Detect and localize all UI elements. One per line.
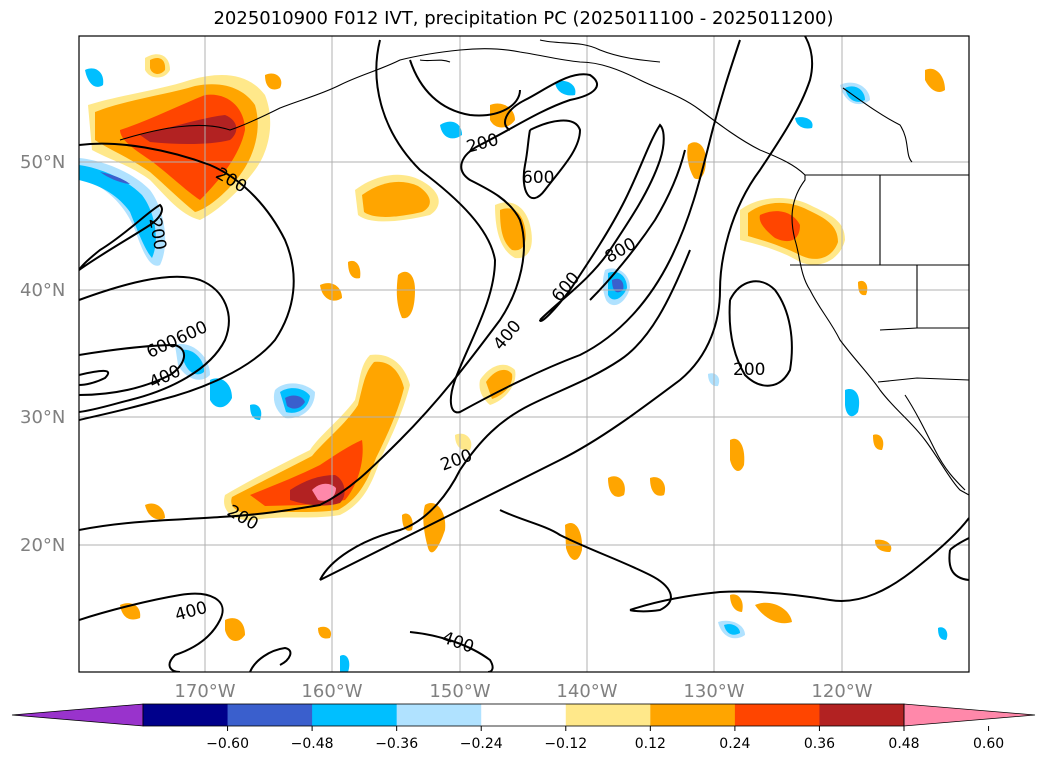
colorbar-tick-label: 0.48	[888, 736, 919, 752]
colorbar-tick-label: 0.36	[804, 736, 835, 752]
lon-label: 130°W	[683, 681, 744, 702]
lat-label: 40°N	[20, 280, 65, 301]
map-frame	[78, 35, 970, 673]
lat-label: 30°N	[20, 407, 65, 428]
colorbar-tick-label: 0.24	[719, 736, 750, 752]
lon-label: 120°W	[811, 681, 872, 702]
map-title: 2025010900 F012 IVT, precipitation PC (2…	[213, 8, 834, 29]
contour-label: 200	[733, 360, 765, 380]
colorbar-tick-label: −0.12	[544, 736, 587, 752]
colorbar-tick-label: −0.60	[206, 736, 249, 752]
colorbar-tick-label: 0.12	[635, 736, 666, 752]
colorbar-segment	[650, 704, 736, 726]
colorbar-segment	[143, 704, 229, 726]
colorbar-segment	[565, 704, 651, 726]
colorbar-segment	[227, 704, 313, 726]
colorbar-tick-label: −0.24	[460, 736, 503, 752]
colorbar-extend-max	[903, 703, 1036, 727]
colorbar-segment	[481, 704, 567, 726]
coastlines	[119, 39, 969, 496]
colorbar	[11, 703, 1036, 727]
colorbar-frame	[142, 703, 905, 727]
colorbar-segment	[734, 704, 820, 726]
colorbar-segment	[312, 704, 398, 726]
precip-anomaly-fill	[79, 54, 948, 672]
graticule	[79, 36, 969, 672]
colorbar-tick-label: 0.60	[973, 736, 1004, 752]
colorbar-segment	[819, 704, 905, 726]
colorbar-tick-label: −0.36	[375, 736, 418, 752]
colorbar-tick-label: −0.48	[291, 736, 334, 752]
latitude-labels: 50°N 40°N 30°N 20°N	[20, 152, 65, 556]
colorbar-segment	[396, 704, 482, 726]
ivt-contours	[79, 36, 969, 672]
contour-label: 600	[522, 168, 554, 188]
lon-label: 160°W	[301, 681, 362, 702]
colorbar-ticks: −0.60 −0.48 −0.36 −0.24 −0.12 0.12 0.24 0.36 0.4…	[206, 726, 1004, 752]
colorbar-extend-min	[11, 703, 144, 727]
lon-label: 150°W	[429, 681, 490, 702]
lat-label: 50°N	[20, 152, 65, 173]
longitude-labels: 170°W 160°W 150°W 140°W 130°W 120°W	[174, 681, 872, 702]
lat-label: 20°N	[20, 535, 65, 556]
lon-label: 140°W	[556, 681, 617, 702]
lon-label: 170°W	[174, 681, 235, 702]
